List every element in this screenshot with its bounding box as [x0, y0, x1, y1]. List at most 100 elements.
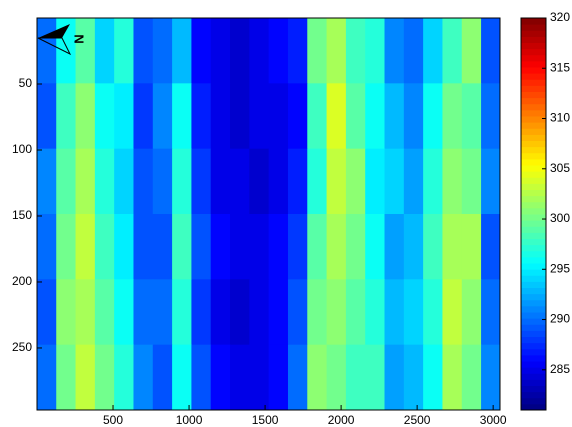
- heat-cell: [365, 279, 386, 346]
- heat-cell: [114, 148, 134, 215]
- heat-cell: [442, 279, 463, 346]
- colorbar-segment: [521, 214, 546, 221]
- colorbar-segment: [521, 60, 546, 68]
- colorbar-tick-label: 300: [550, 211, 570, 225]
- heat-cell: [56, 279, 77, 346]
- heat-cell: [287, 344, 308, 411]
- colorbar-segment: [521, 36, 546, 43]
- colorbar-segment: [521, 134, 546, 141]
- heat-cell: [249, 214, 270, 280]
- colorbar-segment: [521, 30, 546, 37]
- heat-cell: [461, 344, 482, 411]
- colorbar-segment: [521, 220, 546, 227]
- heat-cell: [249, 18, 270, 84]
- heat-cell: [384, 279, 405, 346]
- heat-cell: [133, 148, 154, 215]
- colorbar-segment: [521, 367, 546, 374]
- heat-cell: [152, 83, 173, 150]
- y-tick-label: 200: [12, 274, 32, 288]
- heat-cell: [75, 18, 96, 84]
- colorbar-segment: [521, 305, 546, 313]
- heat-cell: [114, 83, 134, 150]
- colorbar-segment: [521, 385, 546, 393]
- heat-cell: [75, 214, 96, 280]
- colorbar-segment: [521, 263, 546, 270]
- colorbar-segment: [521, 250, 546, 258]
- heat-cell: [307, 214, 328, 280]
- colorbar-tick-label: 310: [550, 111, 570, 125]
- heat-cell: [442, 214, 463, 280]
- colorbar-tick-label: 305: [550, 161, 570, 175]
- heat-cell: [210, 279, 231, 346]
- heat-cell: [172, 18, 192, 84]
- colorbar-segment: [521, 354, 546, 362]
- heat-cell: [384, 214, 405, 280]
- heat-cell: [423, 214, 443, 280]
- heat-cell: [481, 148, 501, 215]
- colorbar-segment: [521, 183, 546, 190]
- x-tick-label: 2500: [404, 413, 431, 427]
- heat-cell: [94, 83, 115, 150]
- heat-cell: [481, 279, 501, 346]
- heat-cell: [75, 279, 96, 346]
- colorbar-segment: [521, 379, 546, 386]
- colorbar-segment: [521, 318, 546, 325]
- colorbar-segment: [521, 158, 546, 166]
- heat-cell: [403, 18, 424, 84]
- heat-cell: [152, 18, 173, 84]
- heat-cell: [461, 148, 482, 215]
- colorbar-segment: [521, 54, 546, 62]
- heat-cell: [94, 214, 115, 280]
- heat-cell: [345, 83, 366, 150]
- heat-cell: [307, 83, 328, 150]
- colorbar-segment: [521, 24, 546, 31]
- heat-cell: [403, 279, 424, 346]
- colorbar-segment: [521, 293, 546, 301]
- arrow-tail: [37, 37, 72, 56]
- heat-cell: [94, 18, 115, 84]
- colorbar-segment: [521, 397, 546, 405]
- colorbar-tick-label: 295: [550, 261, 570, 275]
- heat-cell: [37, 344, 57, 411]
- colorbar-segment: [521, 269, 546, 276]
- heat-cell: [326, 279, 347, 346]
- plot-frame: [36, 17, 501, 411]
- heat-cell: [268, 18, 289, 84]
- colorbar-segment: [521, 171, 546, 178]
- heat-cell: [94, 148, 115, 215]
- heat-cell: [133, 214, 154, 280]
- heat-cell: [442, 83, 463, 150]
- heat-cell: [152, 214, 173, 280]
- heat-cell: [56, 214, 77, 280]
- colorbar-segment: [521, 18, 546, 25]
- colorbar-segment: [521, 244, 546, 252]
- heat-cell: [481, 83, 501, 150]
- heat-cell: [191, 18, 212, 84]
- heat-cell: [287, 279, 308, 346]
- heat-cell: [94, 279, 115, 346]
- heat-cell: [37, 18, 57, 84]
- heat-cell: [287, 148, 308, 215]
- heat-cell: [365, 18, 386, 84]
- heat-cell: [481, 344, 501, 411]
- heat-cell: [133, 279, 154, 346]
- heat-cell: [345, 214, 366, 280]
- colorbar-segment: [521, 330, 546, 337]
- heat-cell: [172, 344, 192, 411]
- heat-cell: [152, 148, 173, 215]
- heat-cell: [37, 83, 57, 150]
- heat-cell: [326, 214, 347, 280]
- heat-cell: [345, 148, 366, 215]
- heat-cell: [481, 18, 501, 84]
- heat-cell: [307, 18, 328, 84]
- colorbar-segment: [521, 324, 546, 331]
- colorbar-tick-label: 290: [550, 312, 570, 326]
- heat-cell: [37, 214, 57, 280]
- heat-cell: [268, 214, 289, 280]
- heat-cell: [384, 344, 405, 411]
- colorbar-segment: [521, 361, 546, 368]
- colorbar-segment: [521, 67, 546, 74]
- heat-cell: [133, 18, 154, 84]
- colorbar-segment: [521, 91, 546, 99]
- heat-cell: [326, 83, 347, 150]
